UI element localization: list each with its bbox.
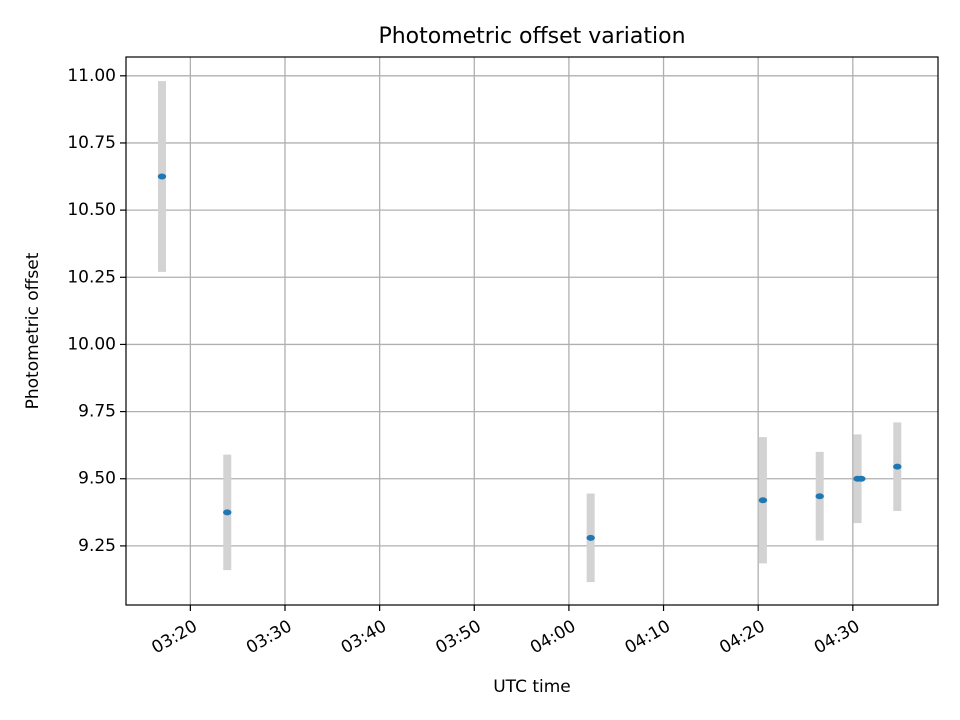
y-tick-label: 10.75	[67, 133, 116, 153]
y-tick-label: 10.25	[67, 267, 116, 287]
x-tick-label: 04:00	[527, 616, 579, 658]
errorbars	[157, 81, 902, 583]
data-point	[223, 509, 232, 516]
data-point	[893, 463, 902, 470]
x-tick-label: 03:30	[243, 616, 295, 658]
y-tick-label: 9.25	[78, 536, 116, 556]
plot-frame	[125, 56, 939, 606]
y-tick-label: 9.50	[78, 469, 116, 489]
data-point	[586, 534, 595, 541]
x-tick-label: 04:10	[622, 616, 674, 658]
x-axis-ticks: 03:20 03:30 03:40 03:50 04:00 04:10 04:20 04:30	[148, 605, 863, 658]
data-point	[857, 475, 866, 482]
x-tick-label: 04:20	[716, 616, 768, 658]
y-tick-label: 10.00	[67, 334, 116, 354]
y-tick-label: 10.50	[67, 200, 116, 220]
x-tick-label: 03:40	[338, 616, 390, 658]
grid	[126, 57, 938, 605]
x-tick-label: 03:20	[148, 616, 200, 658]
y-axis-label: Photometric offset	[23, 252, 43, 409]
data-point	[815, 493, 824, 500]
data-point	[157, 173, 167, 180]
data-points	[157, 173, 902, 541]
chart-title: Photometric offset variation	[378, 24, 685, 49]
y-tick-label: 9.75	[78, 402, 116, 422]
y-tick-label: 11.00	[67, 66, 116, 86]
x-tick-label: 04:30	[811, 616, 863, 658]
y-axis-ticks: 9.25 9.50 9.75 10.00 10.25 10.50 10.75 11.00	[67, 66, 126, 556]
data-point	[758, 497, 768, 504]
x-tick-label: 03:50	[432, 616, 484, 658]
x-axis-label: UTC time	[493, 677, 571, 697]
